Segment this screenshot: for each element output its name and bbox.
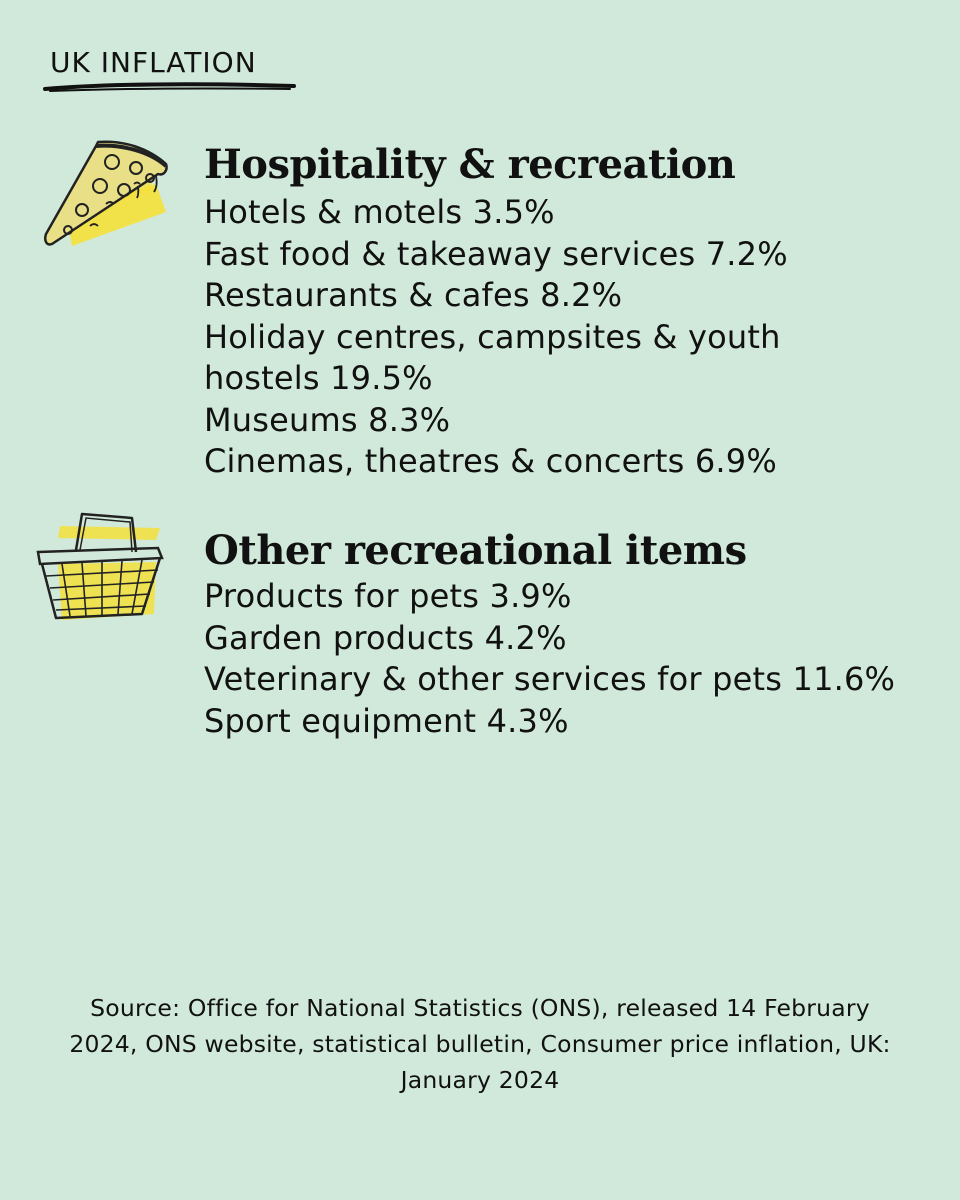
item-list: Hotels & motels 3.5% Fast food & takeawa… (204, 192, 904, 483)
kicker-title: UK INFLATION (50, 46, 257, 79)
section-heading: Other recreational items (204, 527, 747, 574)
section-heading: Hospitality & recreation (204, 141, 736, 188)
item-list: Products for pets 3.9% Garden products 4… (204, 576, 904, 742)
kicker-underline (43, 82, 296, 92)
pizza-slice-icon (44, 140, 168, 246)
source-note: Source: Office for National Statistics (… (69, 994, 891, 1094)
list-item: Products for pets 3.9% (204, 577, 572, 615)
list-item: Hotels & motels 3.5% (204, 193, 555, 231)
list-item: Sport equipment 4.3% (204, 701, 569, 740)
list-item: Cinemas, theatres & concerts 6.9% (204, 442, 777, 480)
list-item: Museums 8.3% (204, 400, 451, 439)
list-item: Fast food & takeaway services 7.2% (204, 234, 788, 273)
list-item: Veterinary & other services for pets 11.… (204, 660, 896, 698)
list-item: Restaurants & cafes 8.2% (204, 276, 623, 314)
list-item: Garden products 4.2% (204, 618, 567, 657)
shopping-basket-icon (36, 512, 164, 620)
list-item: Holiday centres, campsites & youth hoste… (204, 317, 781, 398)
